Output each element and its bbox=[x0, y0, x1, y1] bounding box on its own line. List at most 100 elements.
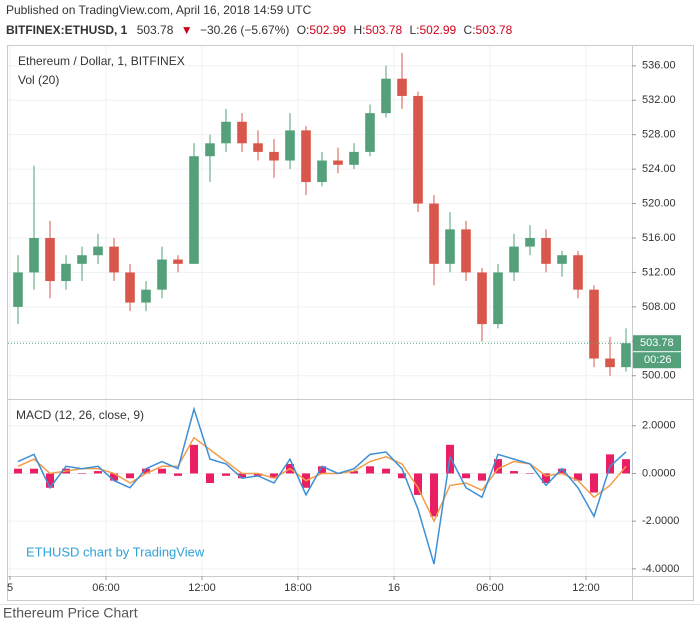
candle-body bbox=[381, 78, 391, 114]
candle-body bbox=[285, 130, 295, 161]
candle-body bbox=[605, 358, 615, 368]
histogram-bar bbox=[478, 473, 486, 481]
x-tick-label: 18:00 bbox=[284, 582, 312, 594]
histogram-bar bbox=[606, 454, 614, 474]
candle-body bbox=[397, 78, 407, 96]
x-tick-label: 5 bbox=[7, 582, 13, 594]
symbol: BITFINEX:ETHUSD, 1 bbox=[6, 23, 128, 37]
ohlc-label: L: bbox=[409, 23, 419, 37]
candle-body bbox=[253, 143, 263, 152]
histogram-bar bbox=[318, 466, 326, 474]
histogram-bar bbox=[126, 473, 134, 479]
macd-line bbox=[17, 436, 627, 523]
x-tick-label: 12:00 bbox=[572, 582, 600, 594]
candle-body bbox=[77, 255, 87, 264]
candle-body bbox=[493, 272, 503, 325]
candle-body bbox=[333, 160, 343, 165]
candle-body bbox=[317, 160, 327, 183]
candle-body bbox=[461, 229, 471, 273]
candle-body bbox=[205, 143, 215, 157]
candle-body bbox=[349, 151, 359, 165]
histogram-bar bbox=[30, 468, 38, 474]
histogram-bar bbox=[462, 473, 470, 479]
countdown-box bbox=[633, 352, 681, 369]
histogram-bar bbox=[238, 473, 246, 479]
candle-body bbox=[621, 343, 631, 368]
watermark: ETHUSD chart by TradingView bbox=[26, 544, 205, 559]
last-price-label: 503.78 bbox=[640, 337, 674, 349]
y-tick-label: 524.00 bbox=[642, 163, 676, 175]
y-tick-label: 508.00 bbox=[642, 301, 676, 313]
candle-body bbox=[589, 289, 599, 359]
y-tick-label: 516.00 bbox=[642, 232, 676, 244]
histogram-bar bbox=[398, 473, 406, 479]
y-tick-label: 0.0000 bbox=[642, 467, 676, 479]
y-tick-label: 528.00 bbox=[642, 129, 676, 141]
histogram-bar bbox=[158, 468, 166, 474]
candle-body bbox=[365, 113, 375, 152]
ohlc-label: H: bbox=[353, 23, 365, 37]
chart-frame bbox=[7, 45, 694, 601]
histogram-bar bbox=[110, 473, 118, 481]
y-tick-label: 500.00 bbox=[642, 370, 676, 382]
published-line: Published on TradingView.com, April 16, … bbox=[6, 3, 312, 17]
histogram-bar bbox=[254, 473, 262, 476]
ohlc-label: C: bbox=[464, 23, 476, 37]
candle-body bbox=[173, 259, 183, 264]
change: −30.26 (−5.67%) bbox=[200, 23, 289, 37]
histogram-bar bbox=[430, 473, 438, 517]
countdown-label: 00:26 bbox=[644, 354, 672, 366]
histogram-bar bbox=[590, 473, 598, 493]
macd-line bbox=[17, 406, 627, 565]
histogram-bar bbox=[270, 473, 278, 479]
volume-label: Vol (20) bbox=[18, 73, 59, 87]
candle-body bbox=[477, 272, 487, 325]
candle-body bbox=[189, 156, 199, 264]
candle-body bbox=[61, 263, 71, 282]
ohlc-value: 502.99 bbox=[309, 23, 346, 37]
candle-body bbox=[237, 121, 247, 144]
candle-body bbox=[157, 259, 167, 290]
histogram-bar bbox=[14, 468, 22, 474]
histogram-bar bbox=[78, 473, 86, 474]
candle-body bbox=[573, 255, 583, 290]
x-tick-label: 06:00 bbox=[92, 582, 120, 594]
candle-body bbox=[301, 130, 311, 183]
histogram-bar bbox=[574, 473, 582, 481]
y-tick-label: 512.00 bbox=[642, 266, 676, 278]
candle-body bbox=[413, 95, 423, 204]
price: 503.78 bbox=[137, 23, 174, 37]
y-tick-label: 520.00 bbox=[642, 197, 676, 209]
candle-body bbox=[429, 203, 439, 264]
candle-body bbox=[557, 255, 567, 264]
histogram-bar bbox=[46, 473, 54, 488]
symbol-line: BITFINEX:ETHUSD, 1 503.78 ▼ −30.26 (−5.6… bbox=[6, 23, 513, 37]
candle-body bbox=[509, 246, 519, 273]
histogram-bar bbox=[414, 473, 422, 495]
candle-body bbox=[525, 237, 535, 247]
candle-body bbox=[45, 237, 55, 282]
y-tick-label: -4.0000 bbox=[642, 563, 679, 575]
histogram-bar bbox=[366, 466, 374, 474]
histogram-bar bbox=[622, 459, 630, 474]
y-tick-label: 536.00 bbox=[642, 60, 676, 72]
down-arrow: ▼ bbox=[181, 23, 193, 37]
candle-body bbox=[141, 289, 151, 303]
histogram-bar bbox=[94, 471, 102, 474]
ohlc-label: O: bbox=[297, 23, 310, 37]
histogram-bar bbox=[190, 444, 198, 474]
histogram-bar bbox=[142, 468, 150, 474]
ohlc-value: 503.78 bbox=[476, 23, 513, 37]
histogram-bar bbox=[222, 473, 230, 476]
candle-body bbox=[125, 272, 135, 303]
x-tick-label: 06:00 bbox=[476, 582, 504, 594]
candle-body bbox=[221, 121, 231, 144]
candle-body bbox=[541, 237, 551, 264]
ohlc-value: 503.78 bbox=[365, 23, 402, 37]
candle-body bbox=[93, 246, 103, 256]
histogram-bar bbox=[494, 459, 502, 474]
candle-body bbox=[13, 272, 23, 307]
histogram-bar bbox=[526, 473, 534, 474]
footer-caption: Ethereum Price Chart bbox=[3, 605, 138, 621]
